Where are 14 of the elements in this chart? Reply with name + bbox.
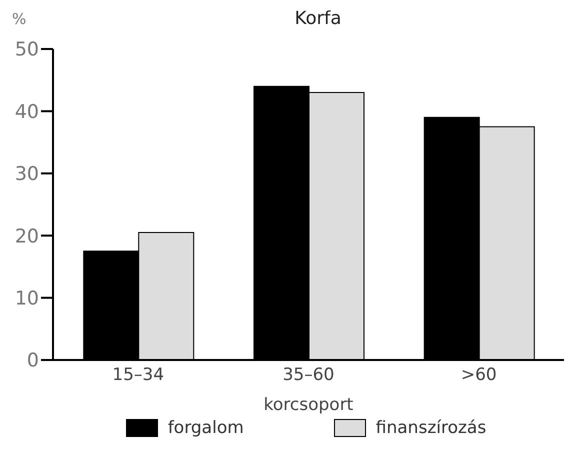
legend-label: finanszírozás: [376, 418, 486, 438]
y-tick-label: 0: [26, 350, 39, 372]
y-tick-label: 10: [14, 288, 39, 310]
y-tick-label: 50: [14, 38, 39, 61]
legend-label: forgalom: [168, 418, 244, 438]
x-tick-label: 15–34: [112, 365, 164, 386]
y-tick-label: 40: [14, 100, 39, 123]
y-tick-label: 20: [14, 225, 39, 248]
chart-title: Korfa: [294, 8, 342, 29]
y-axis-title: %: [12, 10, 26, 28]
x-tick-label: >60: [460, 365, 497, 386]
x-tick-label: 35–60: [282, 365, 334, 386]
y-tick-label: 30: [14, 163, 39, 186]
x-axis-title: korcsoport: [264, 395, 354, 415]
